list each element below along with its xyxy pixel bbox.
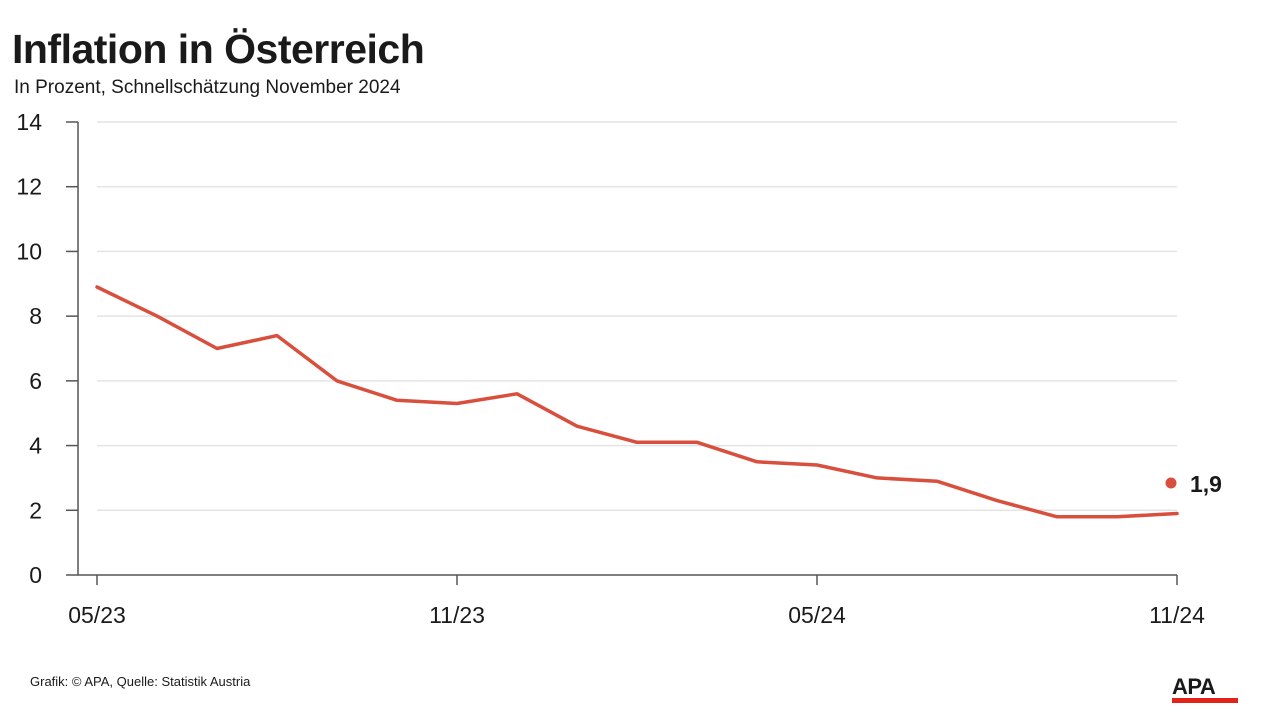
y-tick-label: 2 (29, 497, 42, 523)
axes: 0 2 4 6 8 10 12 14 05/23 11/23 05/24 11/24 (16, 109, 1205, 628)
inflation-line (95, 285, 1179, 519)
y-tick-label: 8 (29, 303, 42, 329)
y-tick-label: 6 (29, 368, 42, 394)
gridlines (97, 121, 1177, 512)
x-tick-label: 11/23 (429, 602, 485, 628)
y-tick-label: 10 (16, 238, 42, 264)
y-tick-label: 12 (16, 174, 42, 200)
apa-logo: APA (1172, 676, 1238, 704)
x-tick-label: 05/23 (68, 602, 126, 628)
series (95, 285, 1179, 519)
annotation-dot (1165, 477, 1177, 489)
y-tick-label: 4 (29, 433, 42, 459)
y-tick-label: 0 (29, 562, 42, 588)
chart-subtitle: In Prozent, Schnellschätzung November 20… (14, 77, 401, 98)
y-tick-label: 14 (16, 109, 42, 135)
apa-logo-bar (1172, 698, 1238, 703)
annotation-value-label: 1,9 (1190, 471, 1222, 497)
x-tick-label: 11/24 (1149, 602, 1205, 628)
apa-logo-text: APA (1172, 674, 1216, 699)
source-credit: Grafik: © APA, Quelle: Statistik Austria (30, 674, 251, 689)
labels: 1,9 (1165, 471, 1222, 497)
chart-title: Inflation in Österreich (12, 26, 425, 72)
x-tick-label: 05/24 (788, 602, 846, 628)
